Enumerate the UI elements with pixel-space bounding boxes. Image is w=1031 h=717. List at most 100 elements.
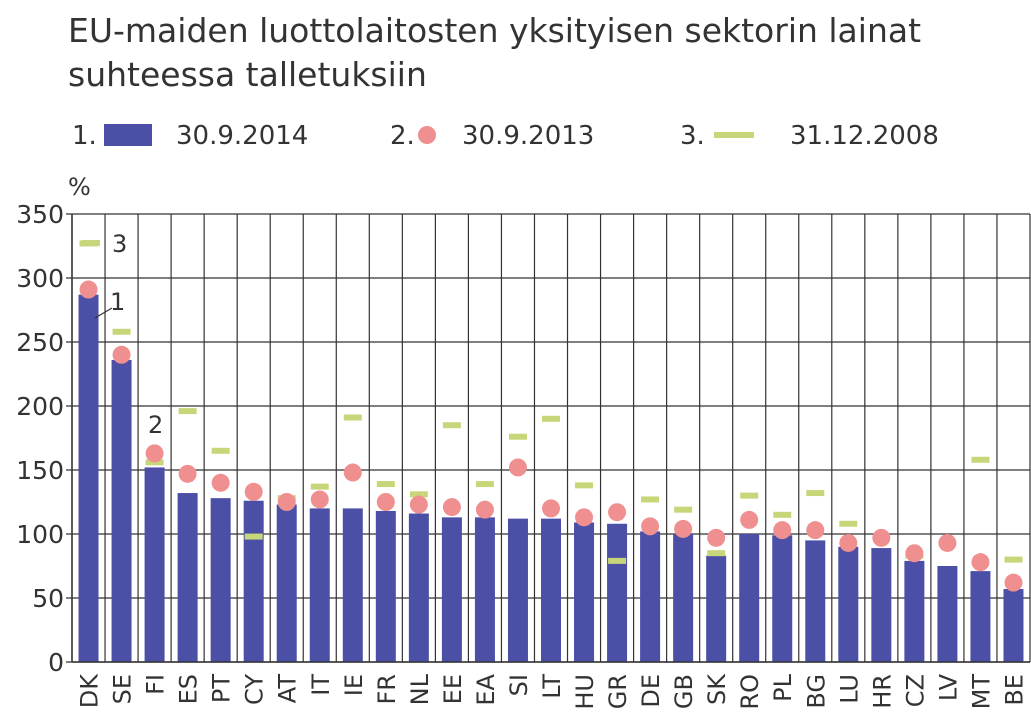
bar — [375, 510, 396, 662]
bar — [507, 518, 528, 662]
x-tick-label: HU — [571, 674, 599, 710]
x-tick-label: FI — [142, 674, 170, 695]
dash — [674, 506, 693, 513]
dash — [178, 408, 197, 415]
bar — [871, 548, 892, 662]
bar — [210, 498, 231, 662]
bar — [904, 560, 925, 662]
chart-title: suhteessa talletuksiin — [68, 55, 427, 94]
x-tick-label: IT — [307, 674, 335, 696]
x-tick-label: EE — [439, 674, 467, 704]
x-tick-label: PT — [208, 674, 236, 703]
dot — [211, 473, 230, 492]
x-tick-label: LT — [538, 674, 566, 699]
dash — [542, 415, 560, 422]
x-tick-label: LU — [835, 674, 863, 704]
dot — [112, 345, 131, 364]
bar — [342, 508, 363, 662]
dot — [806, 521, 825, 540]
y-tick-label: 350 — [16, 200, 64, 229]
x-tick-label: AT — [274, 674, 302, 704]
bar — [144, 467, 165, 662]
x-tick-label: HR — [868, 674, 896, 709]
dot — [442, 498, 461, 517]
y-tick-label: 200 — [16, 392, 64, 421]
x-tick-label: GR — [604, 674, 632, 709]
dot — [376, 493, 395, 511]
bar — [772, 535, 793, 662]
dash — [608, 557, 627, 564]
annotation: 1 — [110, 288, 125, 316]
bar — [607, 523, 628, 662]
dash — [1004, 556, 1023, 563]
bar — [706, 555, 727, 662]
dot — [740, 510, 759, 529]
bar — [970, 571, 991, 662]
dot — [343, 463, 362, 482]
x-tick-label: MT — [967, 674, 995, 710]
bar — [177, 493, 198, 662]
dash — [773, 511, 792, 518]
dot — [277, 493, 296, 511]
y-axis-label: % — [68, 173, 91, 201]
bar — [474, 517, 495, 662]
y-tick-label: 100 — [16, 520, 64, 549]
dash — [376, 481, 395, 488]
legend-label: 30.9.2013 — [462, 121, 594, 151]
legend-swatch — [714, 132, 754, 138]
dot — [674, 519, 693, 538]
annotation-key — [82, 240, 100, 246]
bar — [541, 518, 561, 662]
dot — [244, 482, 263, 501]
x-tick-label: SI — [505, 674, 533, 696]
bar — [739, 534, 760, 662]
x-tick-label: CZ — [901, 674, 929, 707]
x-tick-label: ES — [175, 674, 203, 704]
bar — [408, 513, 429, 662]
dash — [310, 483, 329, 490]
x-tick-label: GB — [670, 674, 698, 709]
x-tick-label: DK — [76, 673, 104, 708]
x-tick-label: LV — [934, 673, 962, 701]
bar — [1003, 589, 1024, 662]
dot — [1004, 573, 1023, 592]
annotation: 3 — [112, 230, 127, 258]
dot — [508, 458, 527, 477]
y-tick-label: 250 — [16, 328, 64, 357]
annotation: 2 — [148, 411, 163, 439]
bar — [640, 531, 661, 662]
legend-number: 3. — [680, 121, 705, 151]
dot — [872, 528, 891, 547]
bar — [673, 534, 694, 662]
dot — [839, 533, 858, 552]
y-tick-label: 150 — [16, 456, 64, 485]
dot — [608, 503, 627, 522]
bar — [441, 517, 462, 662]
bar — [243, 500, 264, 662]
y-tick-label: 50 — [32, 584, 64, 613]
x-tick-label: CY — [241, 674, 269, 705]
dash — [806, 490, 825, 497]
y-tick-label: 0 — [48, 648, 64, 677]
dash — [839, 520, 858, 527]
dot — [79, 280, 98, 299]
dash — [575, 482, 594, 489]
x-tick-label: EA — [472, 673, 500, 705]
x-tick-label: DE — [637, 674, 665, 708]
dash — [244, 533, 263, 540]
bar — [309, 508, 330, 662]
dot — [641, 517, 660, 536]
dash — [343, 414, 362, 421]
dot — [575, 508, 594, 527]
dash — [707, 550, 726, 557]
dot — [409, 495, 428, 514]
dot — [475, 500, 494, 519]
bar — [78, 294, 99, 662]
dash — [442, 422, 461, 429]
x-tick-label: PL — [769, 673, 797, 701]
legend-number: 2. — [390, 121, 415, 151]
dash — [740, 492, 759, 499]
x-tick-label: NL — [406, 673, 434, 705]
bar — [937, 566, 958, 662]
